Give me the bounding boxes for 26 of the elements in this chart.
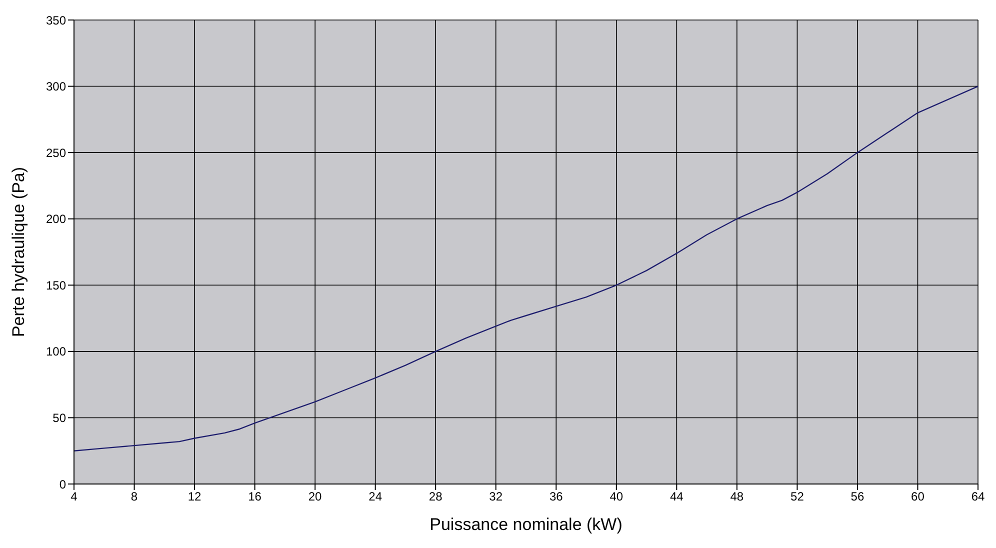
y-tick-label: 100 [46, 344, 66, 359]
y-tick-label: 250 [46, 146, 66, 160]
y-axis-title: Perte hydraulique (Pa) [9, 166, 28, 338]
x-tick-label: 56 [850, 490, 864, 504]
x-tick-label: 48 [730, 490, 744, 504]
x-tick-label: 4 [70, 490, 78, 504]
y-tick-label: 300 [46, 80, 66, 94]
x-tick-label: 20 [308, 490, 322, 504]
y-tick-label: 350 [46, 13, 66, 28]
x-axis-title: Puissance nominale (kW) [430, 515, 622, 534]
x-tick-label: 52 [790, 490, 804, 504]
y-tick-label: 200 [46, 212, 66, 226]
x-tick-label: 24 [368, 490, 382, 504]
x-tick-label: 60 [911, 490, 925, 504]
x-tick-label: 36 [549, 490, 564, 504]
x-tick-label: 64 [971, 490, 985, 504]
x-tick-label: 40 [610, 490, 624, 504]
x-tick-label: 12 [188, 490, 202, 504]
x-tick-label: 16 [248, 490, 262, 504]
x-tick-label: 28 [428, 490, 443, 504]
x-tick-label: 44 [670, 490, 684, 504]
x-tick-label: 8 [130, 490, 138, 504]
y-tick-label: 0 [59, 477, 66, 492]
y-tick-label: 50 [52, 410, 66, 425]
x-tick-label: 32 [489, 490, 503, 504]
y-tick-label: 150 [46, 278, 66, 292]
